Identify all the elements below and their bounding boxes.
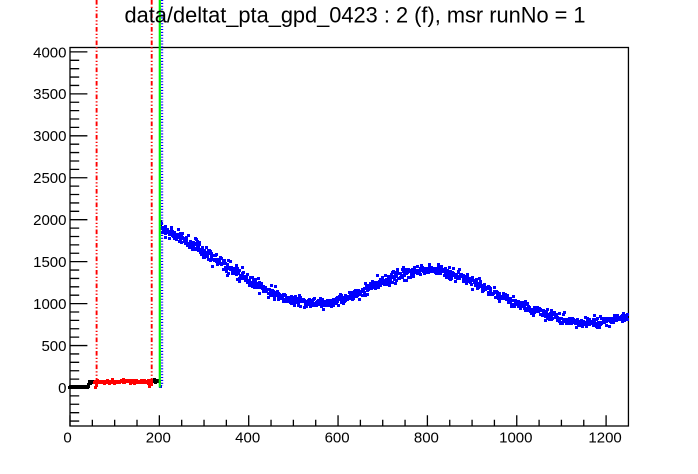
svg-text:2000: 2000: [33, 212, 66, 229]
svg-text:data/deltat_pta_gpd_0423 : 2 (: data/deltat_pta_gpd_0423 : 2 (f), msr ru…: [124, 2, 585, 27]
svg-text:500: 500: [41, 338, 66, 355]
svg-text:3500: 3500: [33, 86, 66, 103]
svg-text:3000: 3000: [33, 128, 66, 145]
svg-text:1500: 1500: [33, 254, 66, 271]
svg-text:1200: 1200: [588, 429, 621, 446]
svg-text:1000: 1000: [33, 296, 66, 313]
svg-text:800: 800: [414, 429, 439, 446]
svg-text:4000: 4000: [33, 44, 66, 61]
svg-text:1000: 1000: [499, 429, 532, 446]
svg-text:2500: 2500: [33, 170, 66, 187]
svg-text:600: 600: [325, 429, 350, 446]
svg-text:400: 400: [235, 429, 260, 446]
svg-text:0: 0: [63, 429, 71, 446]
svg-text:200: 200: [146, 429, 171, 446]
svg-text:0: 0: [58, 380, 66, 397]
